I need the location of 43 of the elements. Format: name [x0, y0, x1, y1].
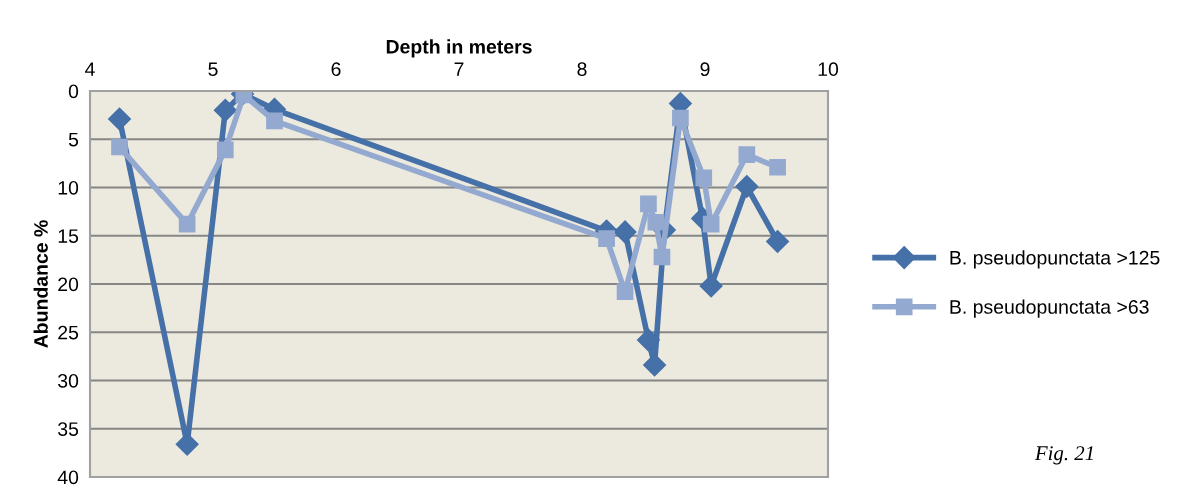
point — [266, 112, 283, 130]
x-tick-label: 8 — [577, 62, 587, 77]
legend-label: B. pseudopunctata >63 — [950, 299, 1149, 318]
y-tick-label: 10 — [58, 180, 79, 195]
x-axis-title: Depth in meters — [386, 39, 532, 58]
point — [647, 213, 665, 231]
point — [216, 141, 234, 159]
point — [643, 353, 667, 377]
point — [616, 283, 634, 301]
y-tick-label: 25 — [58, 325, 79, 340]
point — [769, 158, 786, 176]
y-axis-title: Abundance % — [33, 220, 48, 348]
point — [613, 220, 637, 244]
y-tick-label: 5 — [68, 132, 79, 147]
point — [636, 328, 660, 352]
y-tick-label: 35 — [58, 422, 79, 436]
y-tick-label: 30 — [58, 373, 79, 388]
y-tick-label: 0 — [68, 84, 79, 99]
point — [653, 248, 671, 266]
point — [766, 230, 790, 254]
point — [108, 107, 132, 131]
x-tick-label: 7 — [454, 62, 464, 76]
x-tick-label: 5 — [208, 62, 218, 77]
point — [111, 138, 128, 156]
point — [598, 230, 615, 247]
x-tick-label: 4 — [85, 62, 95, 76]
x-tick-label: 9 — [700, 62, 710, 77]
y-tick-label: 20 — [58, 277, 79, 292]
x-tick-label: 6 — [331, 62, 341, 77]
point — [640, 195, 657, 213]
y-tick-label: 40 — [57, 470, 79, 485]
point — [699, 274, 723, 298]
point — [672, 109, 689, 127]
caption: Fig. 21 — [1034, 446, 1093, 465]
point — [695, 169, 713, 187]
point — [702, 215, 720, 233]
point — [178, 215, 196, 233]
x-tick-label: 10 — [818, 62, 839, 77]
point — [213, 98, 237, 122]
legend-label: B. pseudopunctata >125 — [950, 250, 1160, 269]
y-tick-label: 15 — [58, 229, 79, 243]
point — [735, 175, 759, 199]
point — [738, 146, 756, 164]
